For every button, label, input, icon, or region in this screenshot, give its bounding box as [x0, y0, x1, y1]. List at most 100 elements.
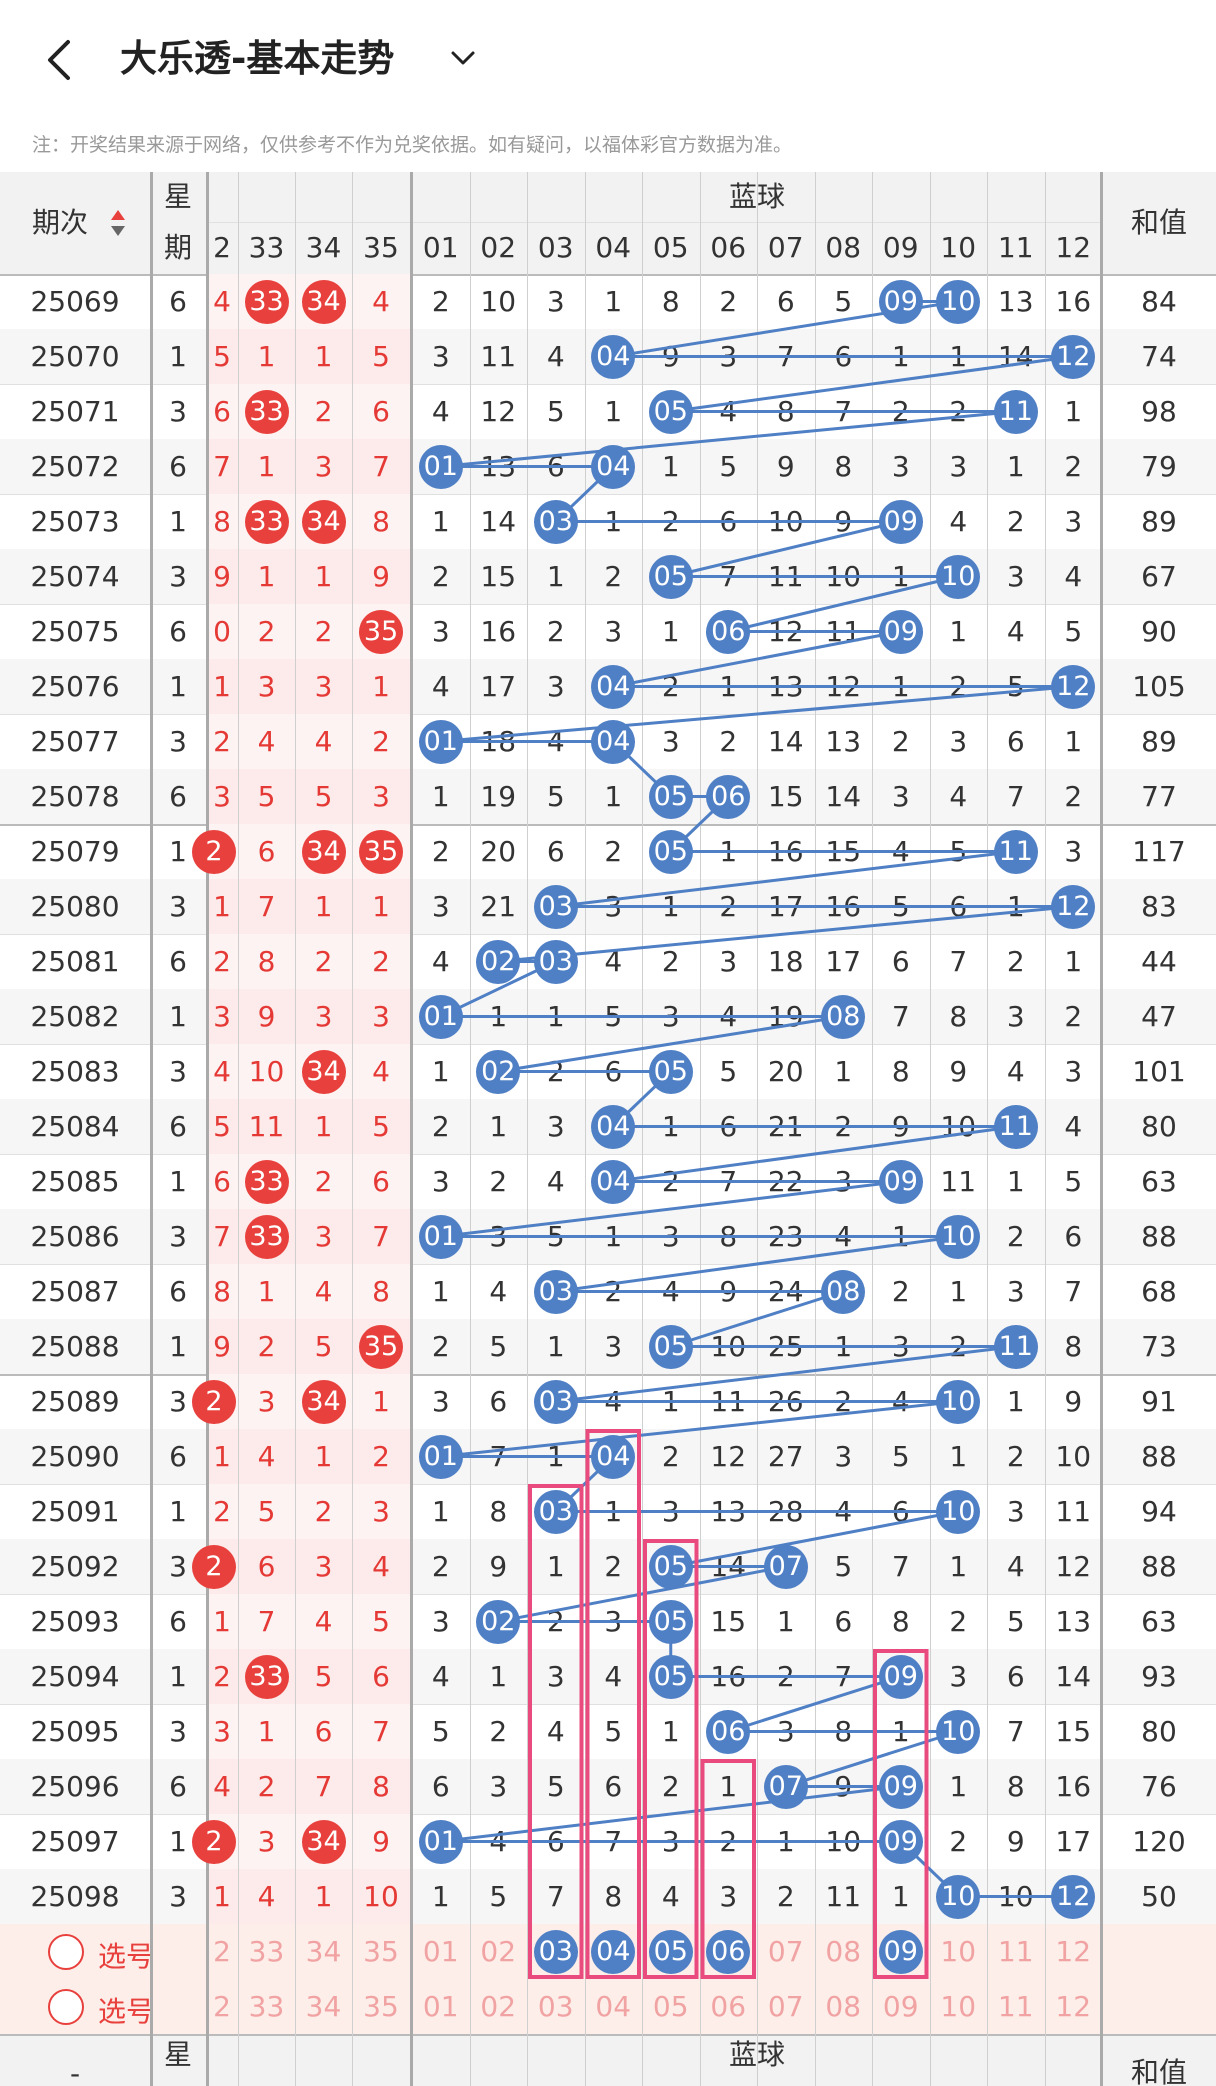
weekday-value: 1: [169, 1494, 187, 1528]
blue-miss-value: 18: [480, 724, 517, 758]
period-number[interactable]: 25074: [30, 559, 120, 593]
blue-pick-number[interactable]: 12: [1055, 1989, 1092, 2023]
period-number[interactable]: 25097: [30, 1824, 120, 1858]
blue-miss-value: 3: [719, 1879, 738, 1913]
blue-miss-value: 1: [891, 1219, 910, 1253]
period-number[interactable]: 25079: [30, 834, 120, 868]
period-number[interactable]: 25082: [30, 999, 120, 1033]
front-miss-value: 5: [257, 1494, 276, 1528]
blue-pick-number[interactable]: 04: [595, 1989, 632, 2023]
blue-pick-selected[interactable]: 06: [706, 1929, 751, 1974]
chevron-down-icon[interactable]: [448, 48, 478, 68]
front-pick-number[interactable]: 34: [305, 1989, 342, 2023]
period-number[interactable]: 25086: [30, 1219, 120, 1253]
period-column-header[interactable]: 期次: [31, 206, 88, 239]
period-number[interactable]: 25072: [30, 449, 120, 483]
front-pick-number[interactable]: 34: [305, 1934, 342, 1968]
blue-pick-number[interactable]: 06: [710, 1989, 747, 2023]
blue-miss-value: 8: [891, 1604, 910, 1638]
period-number[interactable]: 25088: [30, 1329, 120, 1363]
blue-miss-value: 3: [661, 724, 680, 758]
page-title[interactable]: 大乐透-基本走势: [120, 37, 395, 80]
period-number[interactable]: 25094: [30, 1659, 120, 1693]
blue-miss-value: 2: [431, 1329, 450, 1363]
blue-pick-number[interactable]: 01: [422, 1989, 459, 2023]
period-number[interactable]: 25083: [30, 1054, 120, 1088]
blue-miss-value: 8: [776, 394, 795, 428]
front-miss-value: 1: [213, 1604, 231, 1638]
weekday-value: 1: [169, 834, 187, 868]
blue-miss-value: 2: [719, 724, 738, 758]
period-number[interactable]: 25081: [30, 944, 120, 978]
front-miss-value: 3: [314, 999, 333, 1033]
front-pick-number[interactable]: 35: [363, 1934, 399, 1968]
weekday-value: 1: [169, 669, 187, 703]
blue-miss-value: 4: [546, 1164, 565, 1198]
blue-pick-number[interactable]: 07: [767, 1934, 804, 1968]
period-number[interactable]: 25095: [30, 1714, 120, 1748]
period-number[interactable]: 25070: [30, 339, 120, 373]
period-number[interactable]: 25085: [30, 1164, 120, 1198]
period-number[interactable]: 25075: [30, 614, 120, 648]
period-number[interactable]: 25093: [30, 1604, 120, 1638]
period-number[interactable]: 25084: [30, 1109, 120, 1143]
period-number[interactable]: 25098: [30, 1879, 120, 1913]
blue-pick-selected[interactable]: 03: [533, 1929, 578, 1974]
blue-pick-number[interactable]: 02: [480, 1989, 517, 2023]
period-number[interactable]: 25071: [30, 394, 120, 428]
blue-pick-number[interactable]: 03: [537, 1989, 574, 2023]
front-miss-value: 10: [248, 1054, 285, 1088]
blue-miss-value: 2: [1006, 1439, 1025, 1473]
front-pick-number[interactable]: 35: [363, 1989, 399, 2023]
period-number[interactable]: 25069: [30, 284, 120, 318]
front-pick-number[interactable]: 2: [213, 1989, 231, 2023]
footer-top-line: [0, 2034, 1216, 2036]
blue-pick-number[interactable]: 05: [652, 1989, 689, 2023]
front-pick-number[interactable]: 2: [213, 1934, 231, 1968]
blue-pick-number[interactable]: 08: [825, 1989, 862, 2023]
sum-value: 88: [1141, 1439, 1177, 1473]
blue-miss-value: 5: [719, 1054, 738, 1088]
front-pick-number[interactable]: 33: [248, 1989, 285, 2023]
front-miss-value: 4: [314, 724, 333, 758]
blue-pick-number[interactable]: 10: [940, 1934, 977, 1968]
period-number[interactable]: 25089: [30, 1384, 120, 1418]
period-number[interactable]: 25092: [30, 1549, 120, 1583]
blue-pick-selected[interactable]: 05: [648, 1929, 693, 1974]
back-arrow-icon[interactable]: [40, 36, 80, 84]
blue-pick-number[interactable]: 11: [997, 1989, 1034, 2023]
front-ball-hit: 2: [192, 829, 236, 874]
period-number[interactable]: 25090: [30, 1439, 120, 1473]
blue-miss-value: 10: [825, 559, 862, 593]
blue-pick-number[interactable]: 02: [480, 1934, 517, 1968]
front-miss-value: 9: [257, 999, 276, 1033]
front-miss-value: 5: [314, 1659, 333, 1693]
blue-pick-number[interactable]: 10: [940, 1989, 977, 2023]
blue-pick-number[interactable]: 11: [997, 1934, 1034, 1968]
blue-miss-value: 10: [767, 504, 804, 538]
pick-radio[interactable]: [48, 1988, 84, 2025]
blue-pick-number[interactable]: 12: [1055, 1934, 1092, 1968]
blue-pick-number[interactable]: 08: [825, 1934, 862, 1968]
pick-radio[interactable]: [48, 1933, 84, 1970]
period-number[interactable]: 25076: [30, 669, 120, 703]
period-number[interactable]: 25080: [30, 889, 120, 923]
blue-pick-selected[interactable]: 04: [591, 1929, 636, 1974]
sum-value: 67: [1141, 559, 1177, 593]
blue-miss-value: 9: [1006, 1824, 1025, 1858]
period-number[interactable]: 25087: [30, 1274, 120, 1308]
sort-icon[interactable]: [110, 208, 126, 238]
blue-pick-selected[interactable]: 09: [878, 1929, 923, 1974]
period-number[interactable]: 25078: [30, 779, 120, 813]
column-divider: [352, 172, 353, 2086]
blue-pick-number[interactable]: 07: [767, 1989, 804, 2023]
period-number[interactable]: 25073: [30, 504, 120, 538]
pick-label[interactable]: 选号: [98, 1994, 155, 2028]
pick-label[interactable]: 选号: [98, 1939, 155, 1973]
blue-pick-number[interactable]: 01: [422, 1934, 459, 1968]
blue-pick-number[interactable]: 09: [882, 1989, 919, 2023]
period-number[interactable]: 25096: [30, 1769, 120, 1803]
front-pick-number[interactable]: 33: [248, 1934, 285, 1968]
period-number[interactable]: 25091: [30, 1494, 120, 1528]
period-number[interactable]: 25077: [30, 724, 120, 758]
